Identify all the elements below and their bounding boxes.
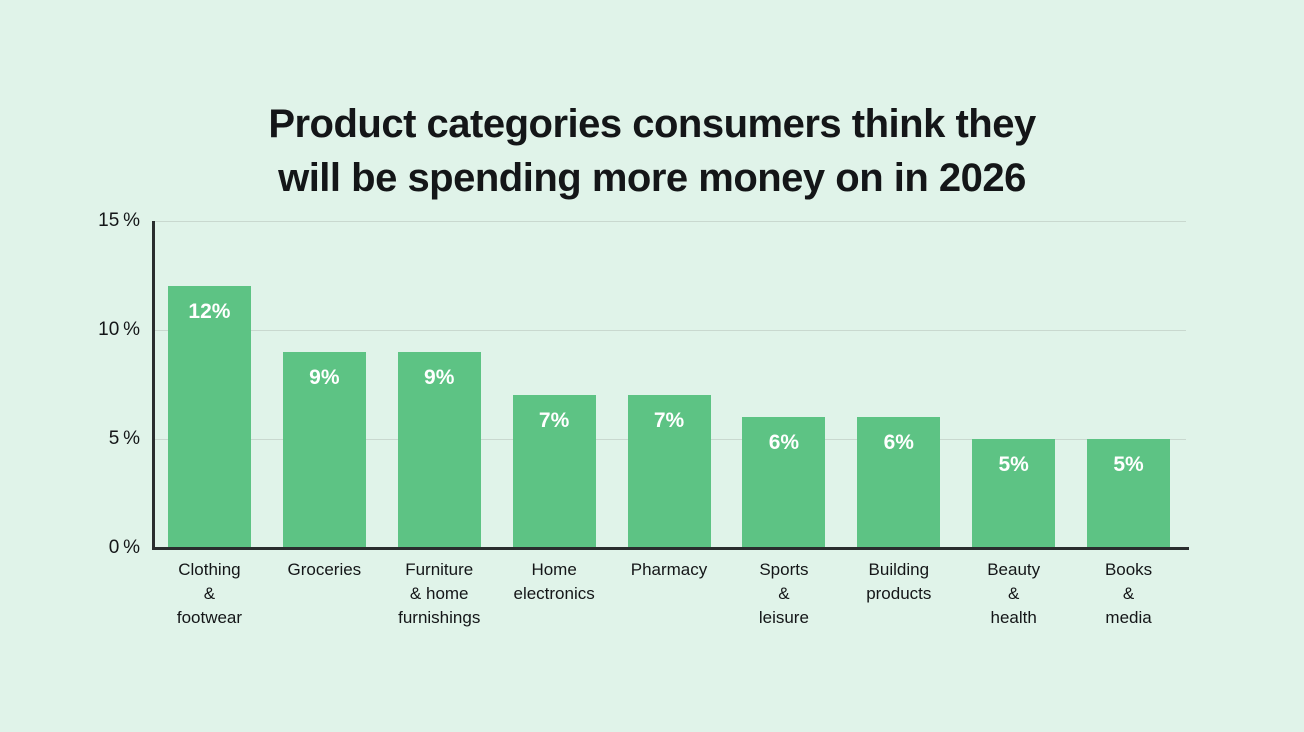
bar-slot-groceries: 9% xyxy=(267,221,382,548)
category-label-line: & xyxy=(1008,584,1020,603)
category-label-line: electronics xyxy=(513,584,595,603)
bar-slot-sports-leisure: 6% xyxy=(726,221,841,548)
bar-books-media: 5% xyxy=(1087,439,1171,548)
gridline-10 xyxy=(152,330,1186,331)
category-label-line: Pharmacy xyxy=(630,560,708,579)
category-label-furniture-home-furnishings: Furniture & home furnishings xyxy=(382,558,497,630)
category-label-line: products xyxy=(866,584,932,603)
y-axis-tick-15: 15 % xyxy=(98,210,140,231)
bar-slot-beauty-health: 5% xyxy=(956,221,1071,548)
bar-groceries: 9% xyxy=(282,352,366,548)
category-label-line: & home xyxy=(409,584,469,603)
category-label-groceries: Groceries xyxy=(267,558,382,630)
bar-value-label-furniture-home-furnishings: 9% xyxy=(424,366,455,389)
bar-pharmacy: 7% xyxy=(627,395,711,548)
y-axis-tick-5: 5 % xyxy=(108,428,140,449)
y-axis-tick-0: 0 % xyxy=(108,537,140,558)
y-axis-line xyxy=(152,221,155,550)
bar-slot-furniture-home-furnishings: 9% xyxy=(382,221,497,548)
category-label-clothing-footwear: Clothing & footwear xyxy=(152,558,267,630)
category-label-line: & xyxy=(203,584,216,603)
bar-value-label-sports-leisure: 6% xyxy=(768,431,800,454)
bar-value-label-pharmacy: 7% xyxy=(653,409,685,432)
bar-slot-home-electronics: 7% xyxy=(497,221,612,548)
bar-building-products: 6% xyxy=(857,417,941,548)
bar-value-label-books-media: 5% xyxy=(1113,453,1144,476)
category-label-line: Clothing xyxy=(178,560,241,579)
x-axis-category-labels: Clothing & footwear Groceries Furniture & hom… xyxy=(152,558,1186,630)
category-label-pharmacy: Pharmacy xyxy=(612,558,727,630)
category-label-line: Home xyxy=(531,560,577,579)
bar-slot-books-media: 5% xyxy=(1071,221,1186,548)
bar-value-label-clothing-footwear: 12% xyxy=(188,300,231,323)
bar-value-label-home-electronics: 7% xyxy=(538,409,570,432)
chart-title: Product categories consumers think they … xyxy=(0,97,1304,205)
bar-furniture-home-furnishings: 9% xyxy=(397,352,481,548)
bar-value-label-building-products: 6% xyxy=(883,431,914,454)
bar-clothing-footwear: 12% xyxy=(167,286,251,548)
category-label-sports-leisure: Sports & leisure xyxy=(726,558,841,630)
y-axis-tick-10: 10 % xyxy=(98,319,140,340)
bar-slot-pharmacy: 7% xyxy=(612,221,727,548)
bar-value-label-beauty-health: 5% xyxy=(998,453,1029,476)
bar-value-label-groceries: 9% xyxy=(309,366,340,389)
category-label-line: footwear xyxy=(176,608,243,627)
category-label-line: Groceries xyxy=(287,560,362,579)
category-label-beauty-health: Beauty & health xyxy=(956,558,1071,630)
category-label-line: health xyxy=(990,608,1037,627)
bar-slot-building-products: 6% xyxy=(841,221,956,548)
plot-area: 12% 9% 9% 7% 7% 6% 6% 5% 5% xyxy=(152,221,1186,548)
category-label-line: Beauty xyxy=(987,560,1041,579)
category-label-line: Books xyxy=(1104,560,1153,579)
x-axis-line xyxy=(152,547,1189,550)
gridline-15 xyxy=(152,221,1186,222)
category-label-line: furnishings xyxy=(398,608,481,627)
category-label-line: media xyxy=(1105,608,1152,627)
category-label-books-media: Books & media xyxy=(1071,558,1186,630)
category-label-line: & xyxy=(778,584,790,603)
category-label-line: Sports xyxy=(759,560,809,579)
category-label-home-electronics: Home electronics xyxy=(497,558,612,630)
chart-title-line-2: will be spending more money on in 2026 xyxy=(278,155,1026,200)
category-label-building-products: Building products xyxy=(841,558,956,630)
category-label-line: Furniture xyxy=(405,560,474,579)
category-label-line: leisure xyxy=(758,608,809,627)
bar-beauty-health: 5% xyxy=(972,439,1056,548)
category-label-line: Building xyxy=(868,560,930,579)
chart-title-line-1: Product categories consumers think they xyxy=(268,101,1036,146)
bar-sports-leisure: 6% xyxy=(742,417,826,548)
bar-slot-clothing-footwear: 12% xyxy=(152,221,267,548)
bar-home-electronics: 7% xyxy=(512,395,596,548)
category-label-line: & xyxy=(1122,584,1135,603)
